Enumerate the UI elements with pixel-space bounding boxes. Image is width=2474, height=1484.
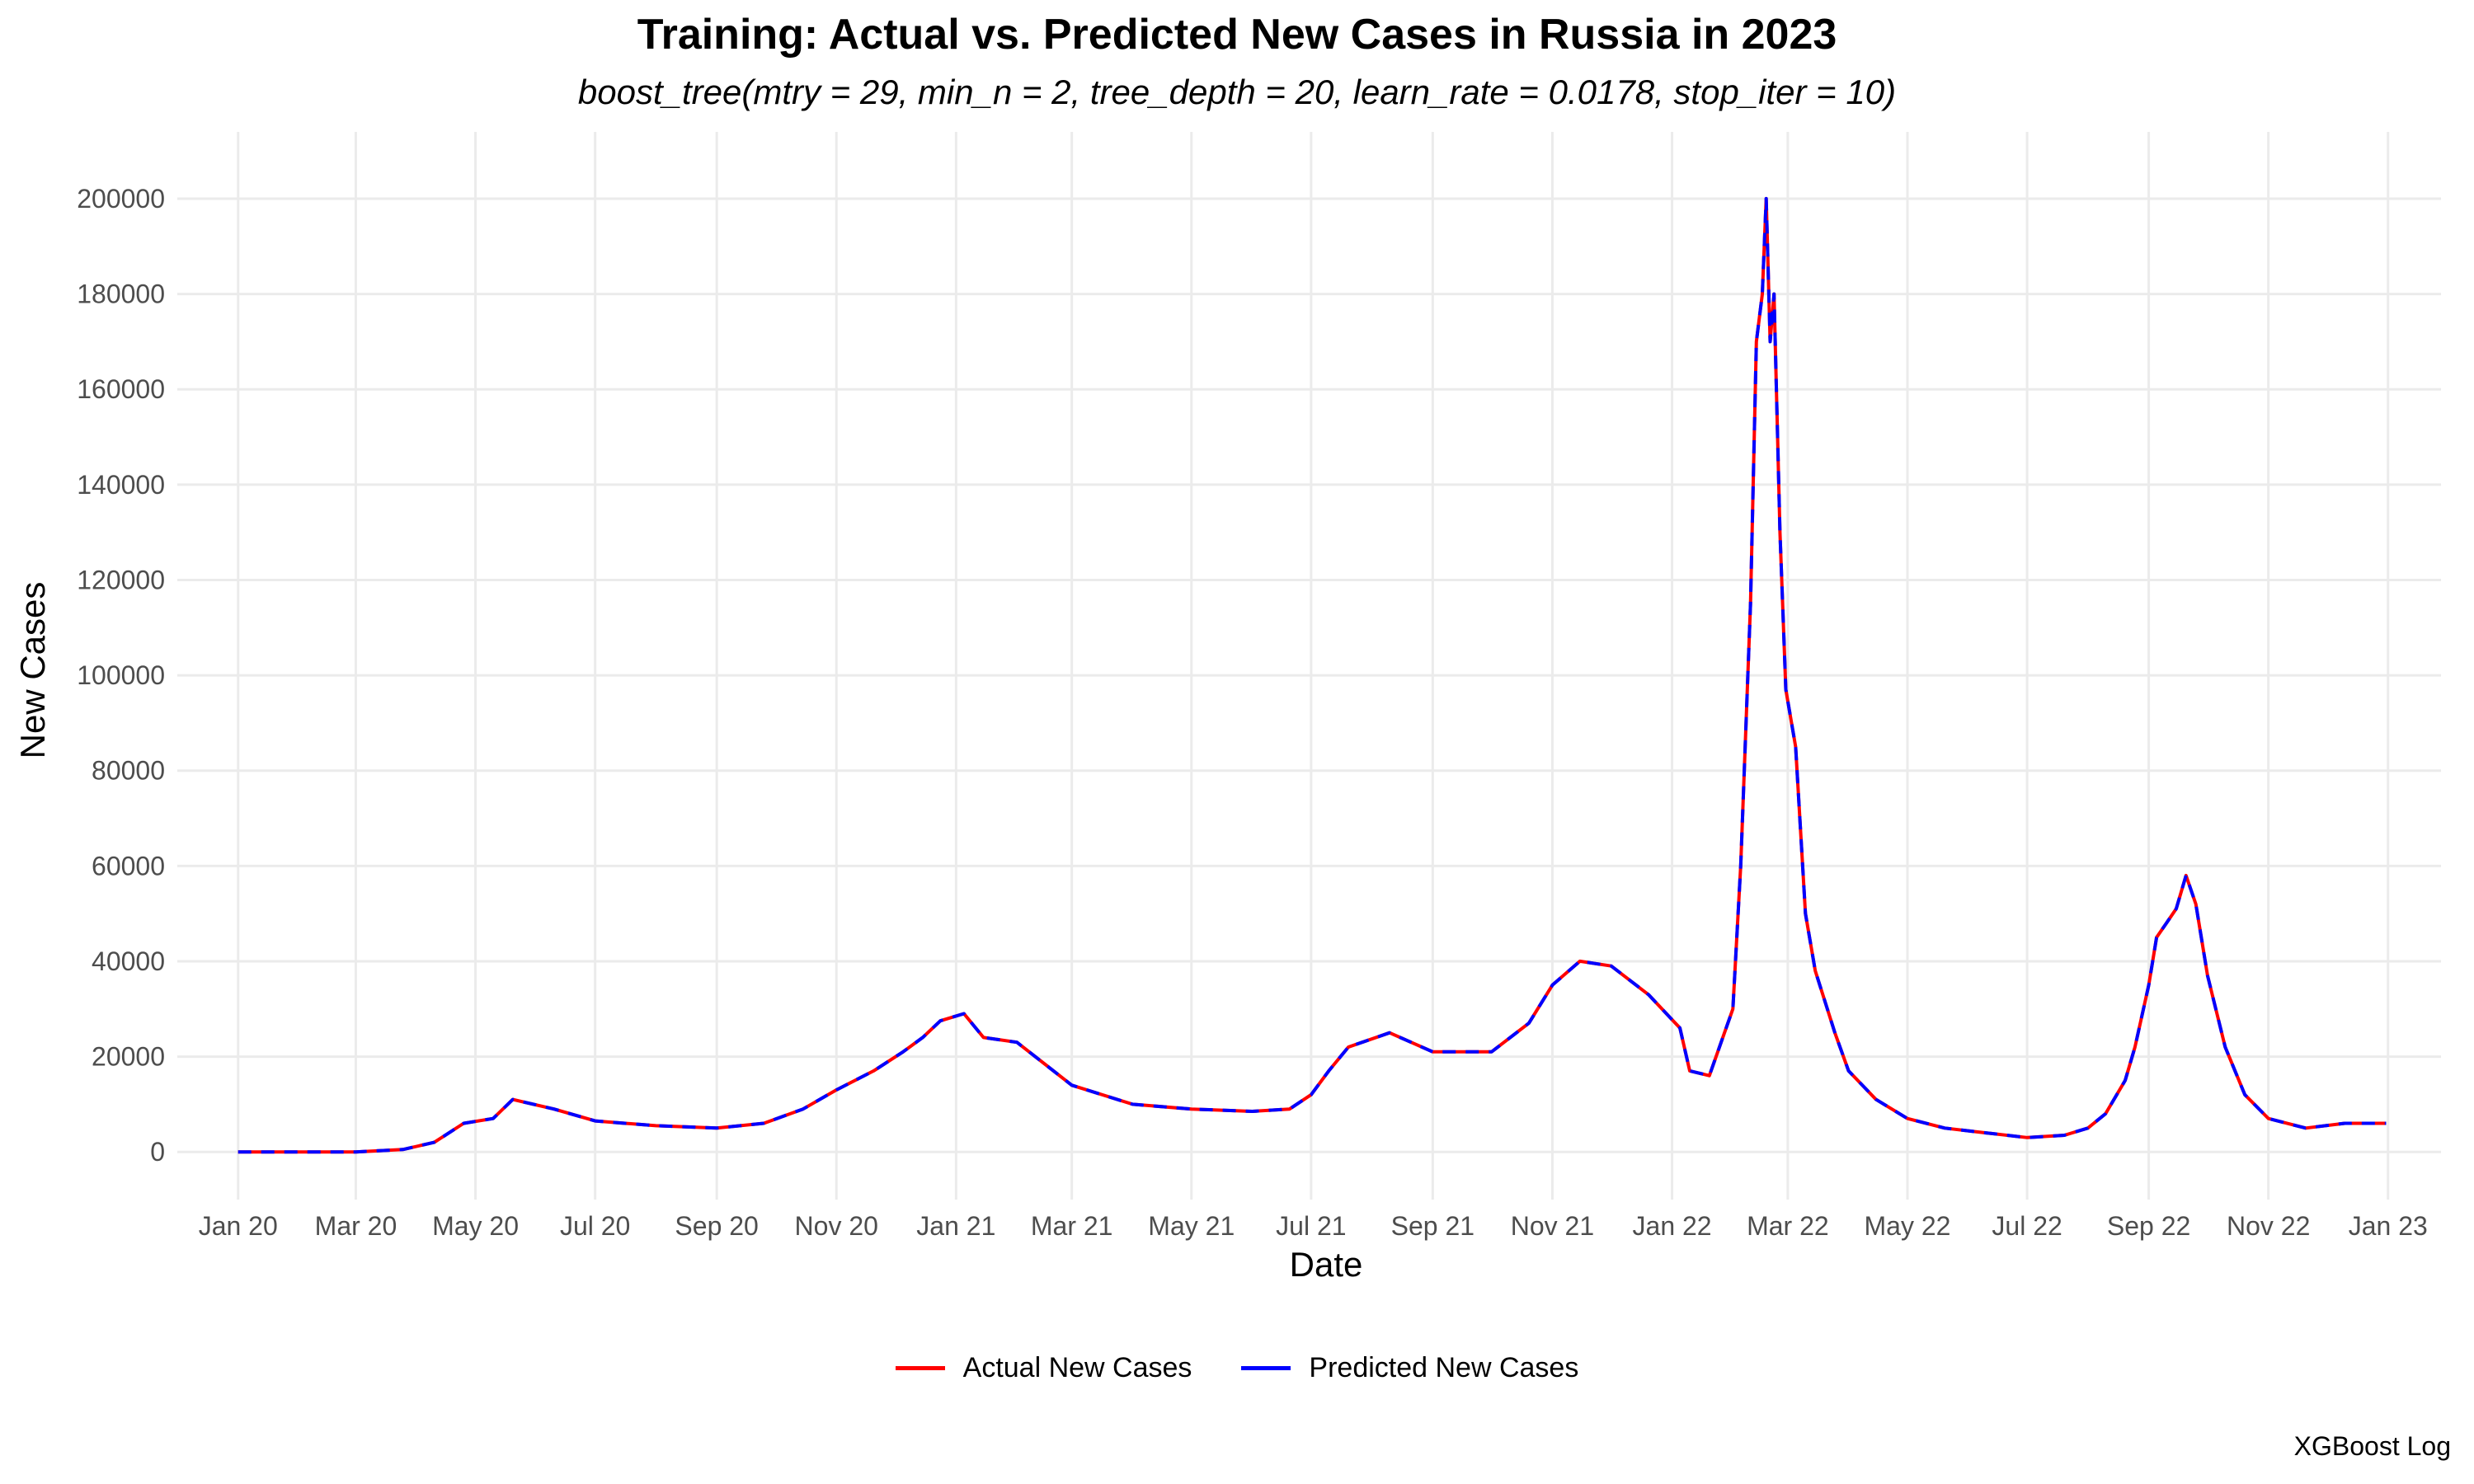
x-tick-label: Sep 20 <box>675 1211 758 1241</box>
chart-subtitle: boost_tree(mtry = 29, min_n = 2, tree_de… <box>577 73 1897 111</box>
legend-item-predicted: Predicted New Cases <box>1241 1352 1578 1384</box>
y-tick-label: 0 <box>150 1137 165 1167</box>
x-tick-label: Nov 20 <box>795 1211 878 1241</box>
x-tick-label: Nov 22 <box>2227 1211 2310 1241</box>
x-tick-label: Mar 20 <box>315 1211 397 1241</box>
y-tick-label: 60000 <box>92 851 165 881</box>
x-tick-label: Sep 21 <box>1391 1211 1475 1241</box>
x-tick-label: Jan 22 <box>1633 1211 1712 1241</box>
y-tick-label: 160000 <box>77 374 165 404</box>
legend-key-predicted <box>1241 1366 1291 1370</box>
y-tick-label: 200000 <box>77 184 165 214</box>
x-tick-label: Jul 21 <box>1276 1211 1346 1241</box>
x-tick-label: Nov 21 <box>1511 1211 1594 1241</box>
x-tick-label: May 20 <box>432 1211 519 1241</box>
x-tick-label: Jan 21 <box>916 1211 995 1241</box>
legend-key-actual <box>895 1366 945 1370</box>
legend-item-actual: Actual New Cases <box>895 1352 1192 1384</box>
legend: Actual New Cases Predicted New Cases <box>0 1352 2474 1384</box>
predicted-series-line <box>238 196 2387 1154</box>
x-tick-label: Mar 22 <box>1747 1211 1829 1241</box>
x-tick-label: Mar 21 <box>1031 1211 1113 1241</box>
legend-label-predicted: Predicted New Cases <box>1309 1352 1579 1383</box>
y-axis-title: New Cases <box>13 582 52 759</box>
x-tick-label: May 21 <box>1148 1211 1235 1241</box>
caption: XGBoost Log <box>2293 1431 2451 1461</box>
y-tick-label: 40000 <box>92 946 165 976</box>
x-tick-label: Jul 20 <box>560 1211 630 1241</box>
y-tick-label: 80000 <box>92 756 165 786</box>
y-tick-label: 140000 <box>77 470 165 500</box>
x-tick-label: Sep 22 <box>2107 1211 2190 1241</box>
y-tick-label: 120000 <box>77 565 165 594</box>
y-tick-label: 180000 <box>77 279 165 309</box>
y-tick-label: 100000 <box>77 660 165 690</box>
x-tick-label: May 22 <box>1865 1211 1951 1241</box>
chart-title: Training: Actual vs. Predicted New Cases… <box>637 11 1837 59</box>
y-tick-label: 20000 <box>92 1042 165 1072</box>
x-tick-label: Jul 22 <box>1992 1211 2062 1241</box>
x-tick-label: Jan 20 <box>199 1211 278 1241</box>
x-tick-label: Jan 23 <box>2349 1211 2428 1241</box>
legend-label-actual: Actual New Cases <box>962 1352 1192 1383</box>
x-axis-title: Date <box>1290 1245 1363 1284</box>
